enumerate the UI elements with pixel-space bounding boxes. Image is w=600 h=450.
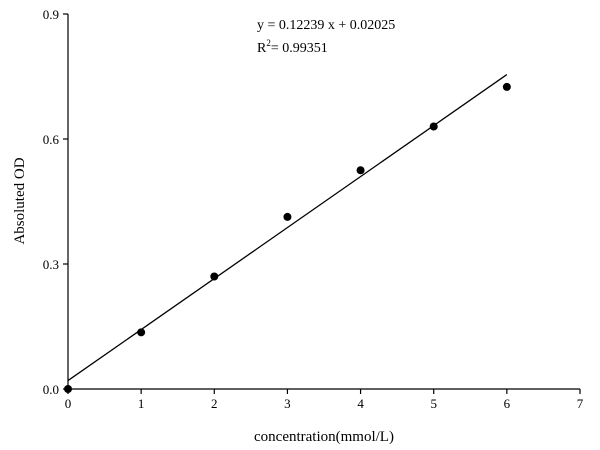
linear-fit-line <box>67 74 508 382</box>
y-tick-label: 0.0 <box>43 382 59 397</box>
x-tick-label: 6 <box>504 396 511 411</box>
y-axis-label: Absoluted OD <box>12 157 28 244</box>
data-points <box>64 82 511 393</box>
fit-line-group <box>67 74 508 382</box>
y-ticks: 0.0 0.3 0.6 0.9 <box>43 7 68 397</box>
r2-exponent: 2 <box>266 38 271 48</box>
x-axis-label: concentration(mmol/L) <box>254 429 394 445</box>
r2-value: = 0.99351 <box>271 41 328 56</box>
x-tick-label: 3 <box>284 396 291 411</box>
x-tick-label: 5 <box>430 396 437 411</box>
x-tick-label: 4 <box>357 396 364 411</box>
data-point <box>356 166 365 175</box>
x-tick-label: 0 <box>65 396 72 411</box>
data-point <box>64 385 72 393</box>
data-point <box>429 122 438 131</box>
x-ticks: 0 1 2 3 4 5 6 7 <box>65 389 584 411</box>
y-tick-label: 0.9 <box>43 7 59 22</box>
x-tick-label: 1 <box>138 396 145 411</box>
r2-annotation: R2= 0.99351 <box>257 38 328 56</box>
x-tick-label: 7 <box>577 396 584 411</box>
data-point <box>283 212 292 221</box>
data-point <box>137 328 146 337</box>
r2-label: R <box>257 41 267 56</box>
y-tick-label: 0.6 <box>43 132 60 147</box>
x-tick-label: 2 <box>211 396 218 411</box>
data-point <box>502 82 511 91</box>
y-tick-label: 0.3 <box>43 257 59 272</box>
data-point <box>210 272 219 281</box>
equation-annotation: y = 0.12239 x + 0.02025 <box>257 18 395 33</box>
